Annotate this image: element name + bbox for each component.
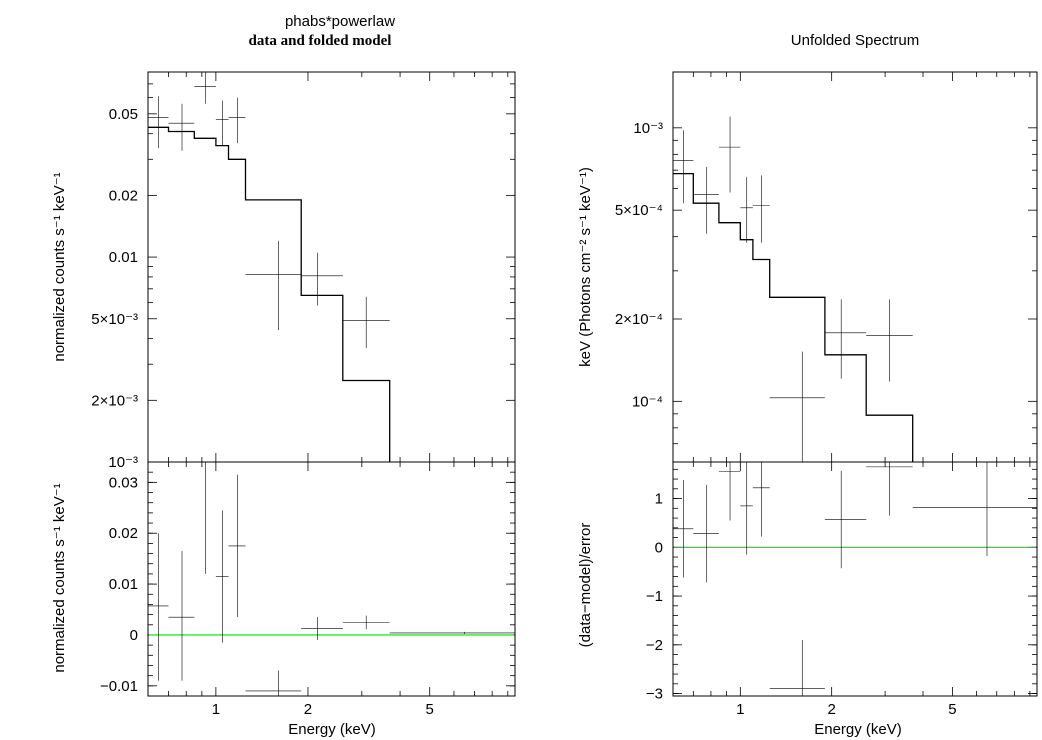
y-tick-label: 1 xyxy=(655,491,663,508)
data-point xyxy=(740,462,753,555)
y-tick-label: 2×10⁻⁴ xyxy=(615,311,663,328)
model-step-line xyxy=(148,126,391,462)
y-tick-label: 5×10⁻⁴ xyxy=(615,202,663,219)
data-point xyxy=(718,462,741,521)
data-point xyxy=(866,299,913,382)
data-point xyxy=(228,97,246,144)
right-xlabel: Energy (keV) xyxy=(814,721,902,738)
y-tick-label: 0.02 xyxy=(109,187,138,204)
data-point xyxy=(301,617,343,641)
y-tick-label: −1 xyxy=(646,588,663,605)
plot-frame xyxy=(147,71,516,463)
data-point xyxy=(245,670,302,696)
top-left-ylabel: normalized counts s⁻¹ keV⁻¹ xyxy=(51,172,68,361)
data-point xyxy=(168,103,195,151)
data-point xyxy=(693,484,719,583)
data-point xyxy=(740,177,753,243)
x-tick-label: 2 xyxy=(304,701,312,718)
y-tick-label: −2 xyxy=(646,637,663,654)
y-tick-label: 0.03 xyxy=(109,474,138,491)
y-tick-label: 10⁻⁴ xyxy=(632,393,663,410)
data-point xyxy=(342,615,390,630)
data-point xyxy=(769,639,825,696)
y-tick-label: 10⁻³ xyxy=(108,454,138,471)
bottom-right-ylabel: (data−model)/error xyxy=(577,523,594,648)
data-point xyxy=(194,461,216,574)
data-point xyxy=(245,240,302,331)
bottom-left-ylabel: normalized counts s⁻¹ keV⁻¹ xyxy=(51,483,68,672)
right-title: Unfolded Spectrum xyxy=(791,32,919,49)
y-tick-label: 0.02 xyxy=(109,525,138,542)
data-point xyxy=(389,631,515,634)
data-point xyxy=(673,480,694,578)
y-tick-label: −3 xyxy=(646,686,663,703)
data-point xyxy=(228,474,246,618)
panel-top-left: 0.05 0.02 0.01 5×10⁻³ 2×10⁻³ 10⁻³ xyxy=(91,71,516,471)
plot-frame xyxy=(672,71,1038,463)
y-tick-label: 0 xyxy=(130,627,138,644)
y-tick-label: 10⁻³ xyxy=(633,120,663,137)
data-point xyxy=(194,72,216,104)
y-tick-label: 0.05 xyxy=(109,106,138,123)
data-point xyxy=(824,470,867,569)
data-point xyxy=(718,116,741,193)
model-step-line xyxy=(673,172,914,462)
x-tick-label: 5 xyxy=(948,701,956,718)
panel-top-right: 10⁻³ 5×10⁻⁴ 2×10⁻⁴ 10⁻⁴ xyxy=(615,71,1038,463)
data-point xyxy=(673,130,694,204)
y-tick-label: 0.01 xyxy=(109,576,138,593)
data-point xyxy=(752,175,770,243)
plot-frame xyxy=(672,461,1038,697)
data-point xyxy=(168,551,195,681)
panel-bottom-left: 1 2 5 0.03 0.02 0.01 0 −0.01 xyxy=(100,461,516,718)
data-point xyxy=(342,296,390,348)
x-tick-label: 2 xyxy=(827,701,835,718)
left-subtitle: data and folded model xyxy=(249,33,392,49)
data-point xyxy=(912,462,1037,557)
y-tick-label: 5×10⁻³ xyxy=(91,311,138,328)
x-tick-label: 1 xyxy=(212,701,220,718)
data-point xyxy=(769,351,825,462)
x-tick-label: 1 xyxy=(736,701,744,718)
data-point xyxy=(301,252,343,306)
data-point xyxy=(866,462,913,516)
y-tick-label: 2×10⁻³ xyxy=(91,392,138,409)
data-point xyxy=(215,510,229,643)
data-point xyxy=(215,100,229,146)
data-point xyxy=(824,299,867,379)
panel-bottom-right: 1 2 5 1 0 −1 −2 −3 xyxy=(646,461,1038,718)
data-point xyxy=(148,533,169,681)
left-xlabel: Energy (keV) xyxy=(288,721,376,738)
y-tick-label: 0.01 xyxy=(109,249,138,266)
top-right-ylabel: keV (Photons cm⁻² s⁻¹ keV⁻¹) xyxy=(577,167,594,367)
left-title: phabs*powerlaw xyxy=(285,13,395,30)
data-point xyxy=(693,166,719,234)
data-point xyxy=(148,96,169,149)
plot-frame xyxy=(147,461,516,697)
y-tick-label: 0 xyxy=(655,539,663,556)
y-tick-label: −0.01 xyxy=(100,678,138,695)
data-point xyxy=(752,462,770,537)
x-tick-label: 5 xyxy=(426,701,434,718)
